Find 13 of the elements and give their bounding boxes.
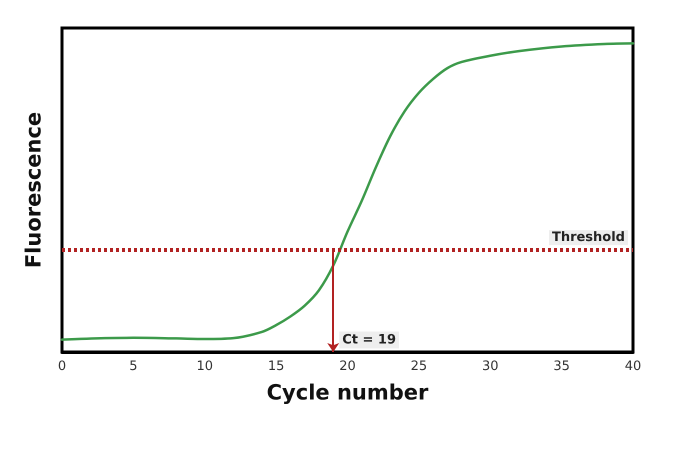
annotation: Ct = 19 bbox=[342, 332, 396, 348]
x-tick-label: 20 bbox=[339, 359, 356, 374]
y-axis-title: Fluorescence bbox=[22, 112, 46, 268]
x-tick-label: 10 bbox=[196, 359, 214, 374]
x-tick-label: 30 bbox=[482, 359, 499, 374]
x-tick-label: 15 bbox=[268, 359, 284, 374]
x-tick-label: 0 bbox=[58, 359, 66, 374]
ref-line-label: Threshold bbox=[552, 230, 625, 246]
x-tick-label: 35 bbox=[553, 359, 570, 374]
x-tick-label: 5 bbox=[129, 359, 138, 374]
x-tick-label: 40 bbox=[624, 359, 642, 374]
x-tick-label: 25 bbox=[410, 359, 428, 374]
x-axis-title: Cycle number bbox=[266, 380, 429, 404]
